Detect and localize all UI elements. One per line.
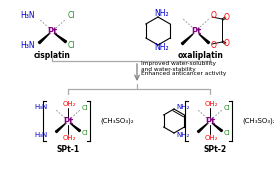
Text: Cl: Cl [224,130,231,136]
Text: Pt: Pt [191,26,201,36]
Polygon shape [181,34,193,45]
Polygon shape [212,123,222,132]
Text: H₃N: H₃N [35,132,48,138]
Text: OH₂: OH₂ [204,101,218,107]
Text: Pt: Pt [205,116,215,125]
Text: Improved water-solubility: Improved water-solubility [141,61,216,67]
Text: OH₂: OH₂ [62,135,76,141]
Text: H₃N: H₃N [35,104,48,110]
Polygon shape [199,34,210,44]
Text: (CH₃SO₃)₂: (CH₃SO₃)₂ [242,118,274,124]
Text: O: O [211,12,217,20]
Text: Cl: Cl [68,40,76,50]
Text: H₃N: H₃N [20,12,35,20]
Text: NH₂: NH₂ [154,43,169,53]
Text: SPt-2: SPt-2 [203,145,227,153]
Text: SPt-1: SPt-1 [56,145,79,153]
Text: Cl: Cl [68,12,76,20]
Text: NH₂: NH₂ [177,132,190,138]
Text: O: O [211,40,217,50]
Text: NH₂: NH₂ [177,104,190,110]
Text: (CH₃SO₃)₂: (CH₃SO₃)₂ [100,118,134,124]
Polygon shape [54,33,67,43]
Text: Pt: Pt [47,26,57,36]
Polygon shape [70,123,81,132]
Polygon shape [38,33,50,44]
Polygon shape [55,123,66,133]
Text: cisplatin: cisplatin [33,50,70,60]
Text: NH₂: NH₂ [154,9,169,18]
Text: oxaliplatin: oxaliplatin [178,50,224,60]
Text: Pt: Pt [63,116,73,125]
Text: O: O [224,12,230,22]
Text: OH₂: OH₂ [62,101,76,107]
Text: Cl: Cl [82,105,89,111]
Text: OH₂: OH₂ [204,135,218,141]
Text: Enhanced anticancer activity: Enhanced anticancer activity [141,71,226,77]
Text: H₃N: H₃N [20,42,35,50]
Text: Cl: Cl [82,130,89,136]
Text: Cl: Cl [224,105,231,111]
Text: and water-stability: and water-stability [141,67,196,71]
Polygon shape [197,123,208,133]
Text: O: O [224,40,230,49]
